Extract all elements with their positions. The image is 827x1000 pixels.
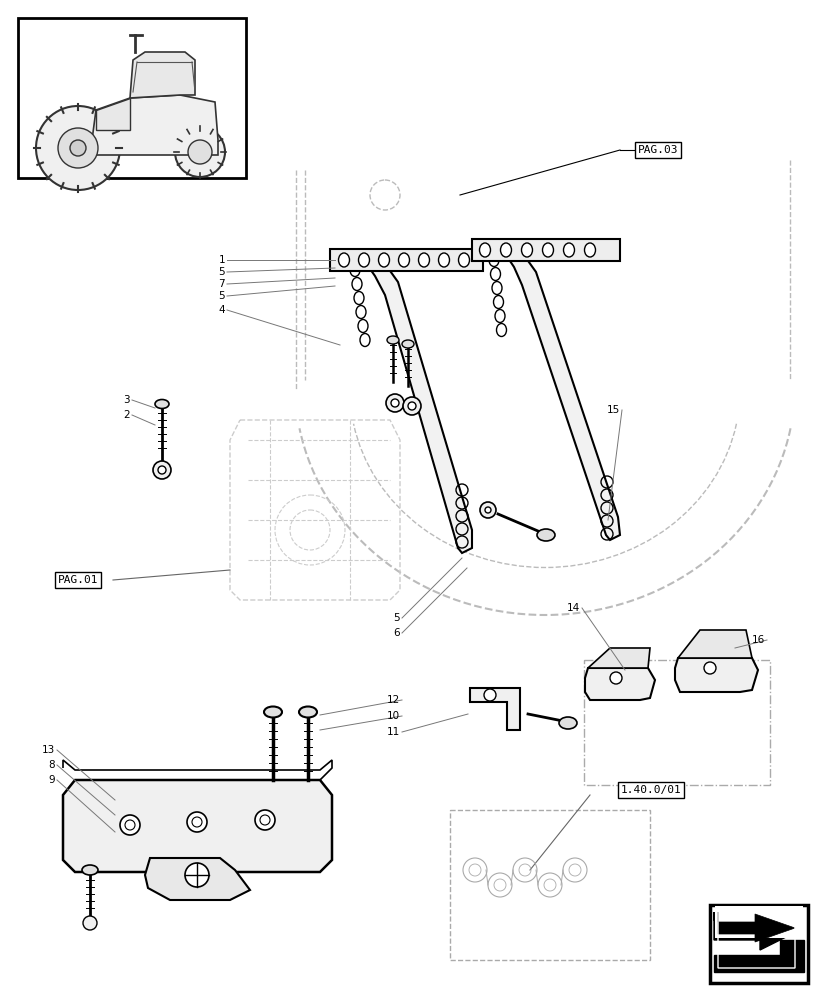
Bar [471, 239, 619, 261]
Circle shape [403, 397, 420, 415]
Polygon shape [145, 858, 250, 900]
Text: 1.40.0/01: 1.40.0/01 [620, 785, 681, 795]
Circle shape [188, 140, 212, 164]
Polygon shape [90, 95, 218, 155]
Polygon shape [63, 780, 332, 872]
Text: 6: 6 [393, 628, 399, 638]
Ellipse shape [299, 706, 317, 718]
Circle shape [187, 812, 207, 832]
Polygon shape [677, 630, 751, 658]
Polygon shape [585, 668, 654, 700]
Bar [330, 249, 482, 271]
Text: 1: 1 [218, 255, 225, 265]
Ellipse shape [500, 243, 511, 257]
Ellipse shape [558, 717, 576, 729]
Text: 8: 8 [48, 760, 55, 770]
Text: 10: 10 [386, 711, 399, 721]
Circle shape [255, 810, 275, 830]
Circle shape [120, 815, 140, 835]
Polygon shape [96, 98, 130, 130]
Polygon shape [130, 52, 195, 98]
Circle shape [70, 140, 86, 156]
Polygon shape [717, 912, 794, 942]
Bar [715, 906, 802, 938]
Polygon shape [477, 248, 619, 540]
Text: 16: 16 [751, 635, 764, 645]
Ellipse shape [82, 865, 98, 875]
Ellipse shape [264, 706, 282, 718]
Text: 2: 2 [123, 410, 130, 420]
Circle shape [153, 461, 171, 479]
Bar [709, 905, 807, 983]
Ellipse shape [338, 253, 349, 267]
Text: PAG.03: PAG.03 [637, 145, 677, 155]
Polygon shape [340, 258, 471, 553]
Ellipse shape [398, 253, 409, 267]
Polygon shape [674, 658, 757, 692]
Circle shape [36, 106, 120, 190]
Text: 12: 12 [386, 695, 399, 705]
Circle shape [158, 466, 165, 474]
Circle shape [703, 662, 715, 674]
Ellipse shape [458, 253, 469, 267]
Bar [18, 18, 246, 178]
Text: 7: 7 [218, 279, 225, 289]
Text: 4: 4 [218, 305, 225, 315]
Ellipse shape [358, 253, 369, 267]
Ellipse shape [378, 253, 389, 267]
Circle shape [485, 507, 490, 513]
Text: 5: 5 [393, 613, 399, 623]
Circle shape [390, 399, 399, 407]
Polygon shape [713, 910, 799, 950]
Circle shape [83, 916, 97, 930]
Polygon shape [713, 940, 803, 972]
Text: 3: 3 [123, 395, 130, 405]
Polygon shape [470, 688, 519, 730]
Ellipse shape [386, 336, 399, 344]
Ellipse shape [584, 243, 595, 257]
Bar [449, 810, 649, 960]
Ellipse shape [155, 399, 169, 408]
Circle shape [408, 402, 415, 410]
Text: 14: 14 [566, 603, 579, 613]
Ellipse shape [418, 253, 429, 267]
Text: 9: 9 [48, 775, 55, 785]
Polygon shape [587, 648, 649, 668]
Text: PAG.01: PAG.01 [58, 575, 98, 585]
Ellipse shape [438, 253, 449, 267]
Ellipse shape [479, 243, 490, 257]
Text: 13: 13 [41, 745, 55, 755]
Text: 5: 5 [218, 267, 225, 277]
Circle shape [480, 502, 495, 518]
Text: 11: 11 [386, 727, 399, 737]
Circle shape [609, 672, 621, 684]
Circle shape [184, 863, 208, 887]
Ellipse shape [521, 243, 532, 257]
Ellipse shape [537, 529, 554, 541]
Circle shape [58, 128, 98, 168]
Ellipse shape [542, 243, 552, 257]
Text: 15: 15 [606, 405, 619, 415]
Text: 5: 5 [218, 291, 225, 301]
Circle shape [174, 127, 225, 177]
Circle shape [484, 689, 495, 701]
Ellipse shape [402, 340, 414, 348]
Circle shape [385, 394, 404, 412]
Ellipse shape [563, 243, 574, 257]
